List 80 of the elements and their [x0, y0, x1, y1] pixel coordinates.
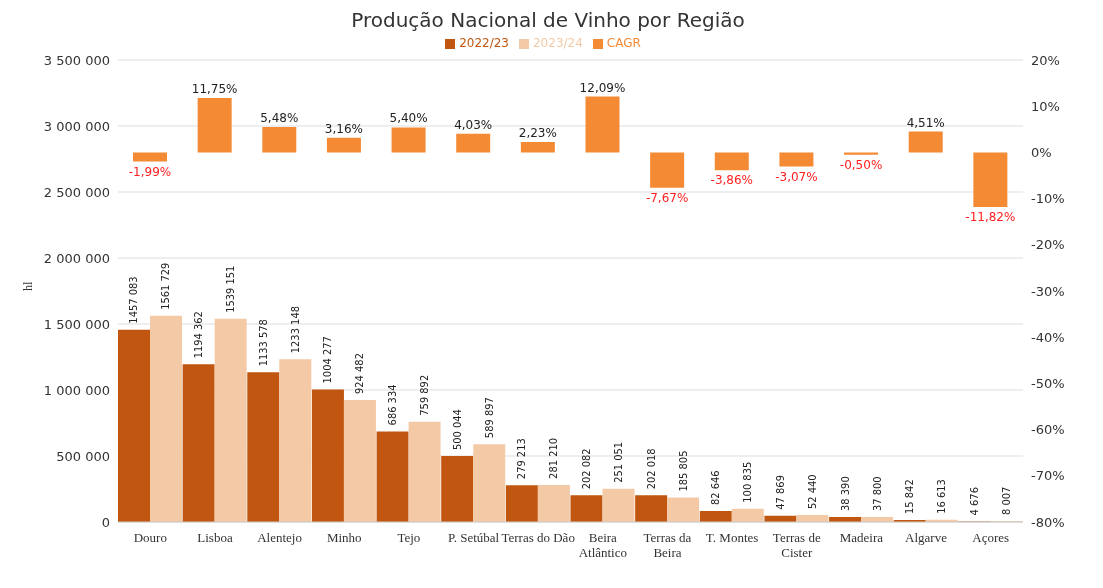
- data-label: 924 482: [353, 353, 367, 394]
- y2-tick-label: 0%: [1031, 145, 1052, 161]
- data-label: 281 210: [547, 437, 561, 479]
- data-label: 38 390: [838, 476, 852, 511]
- data-label: 686 334: [386, 384, 400, 426]
- data-label: 1539 151: [224, 265, 238, 313]
- data-label: 16 613: [935, 479, 949, 514]
- data-label: 589 897: [482, 397, 496, 439]
- data-label: 11,75%: [191, 82, 238, 97]
- legend-label: 2022/23: [459, 36, 509, 50]
- data-label: 100 835: [741, 461, 755, 503]
- x-tick-label: Terras do Dão: [501, 530, 575, 545]
- x-tick-label: Açores: [972, 530, 1010, 545]
- data-label: -7,67%: [645, 190, 689, 205]
- y-tick-label: 0: [101, 514, 110, 530]
- data-label: -0,50%: [839, 157, 883, 172]
- data-label: -3,07%: [775, 169, 818, 184]
- data-label: 47 869: [773, 475, 787, 510]
- x-tick-label: Alentejo: [257, 530, 302, 545]
- x-tick-label: Terras da Beira: [643, 530, 692, 560]
- chart-title: Produção Nacional de Vinho por Região: [350, 8, 746, 34]
- x-tick-label: Algarve: [905, 530, 948, 545]
- data-label: 3,16%: [324, 121, 363, 136]
- data-label: 4,51%: [906, 115, 945, 130]
- data-label: 1133 578: [256, 319, 270, 367]
- data-label: 1561 729: [159, 262, 173, 310]
- data-label: 185 805: [676, 450, 690, 492]
- x-tick-label: T. Montes: [705, 530, 759, 545]
- legend-label: CAGR: [606, 36, 641, 50]
- x-tick-label: Douro: [133, 530, 167, 545]
- data-label: 4,03%: [454, 117, 493, 132]
- data-label: -1,99%: [128, 164, 172, 179]
- y2-tick-label: -10%: [1031, 191, 1065, 207]
- data-label: 1233 148: [288, 306, 302, 354]
- data-label: 202 082: [580, 448, 593, 490]
- data-label: 12,09%: [579, 80, 626, 95]
- y-axis-title: hl: [21, 281, 36, 291]
- y2-tick-label: -60%: [1031, 422, 1065, 438]
- y-tick-label: 2 500 000: [43, 184, 110, 200]
- data-label: 5,48%: [260, 111, 299, 126]
- y2-tick-label: -20%: [1031, 237, 1065, 253]
- data-label: -11,82%: [965, 210, 1016, 225]
- data-label: 251 051: [612, 441, 625, 483]
- y2-tick-label: -40%: [1031, 329, 1065, 345]
- data-label: 500 044: [450, 409, 464, 450]
- data-label: 8 007: [999, 486, 1013, 515]
- y-tick-label: 1 000 000: [43, 382, 110, 398]
- x-tick-label: Terras de Cister: [772, 530, 821, 560]
- data-label: 52 440: [805, 474, 819, 510]
- y-tick-label: 1 500 000: [43, 316, 110, 332]
- x-tick-label: Madeira: [839, 530, 884, 545]
- data-label: 5,40%: [389, 111, 428, 126]
- data-label: 1004 277: [321, 336, 335, 384]
- x-tick-label: P. Setúbal: [447, 530, 500, 545]
- data-label: -3,86%: [710, 173, 754, 188]
- y2-tick-label: 10%: [1031, 98, 1060, 114]
- y2-tick-label: 20%: [1031, 52, 1060, 68]
- y-tick-label: 2 000 000: [43, 250, 110, 266]
- data-label: 82 646: [709, 470, 723, 506]
- data-label: 1457 083: [127, 276, 141, 324]
- data-label: 15 842: [903, 479, 917, 514]
- data-label: 1194 362: [192, 311, 206, 359]
- y-tick-label: 3 500 000: [43, 52, 110, 68]
- y2-tick-label: -70%: [1031, 468, 1065, 484]
- data-label: 2,23%: [518, 126, 557, 141]
- x-tick-label: Minho: [326, 530, 362, 545]
- y2-tick-label: -50%: [1031, 376, 1065, 392]
- x-tick-label: Beira Atlântico: [578, 530, 628, 560]
- data-label: 202 018: [644, 448, 658, 490]
- y-tick-label: 500 000: [56, 448, 110, 464]
- data-label: 37 800: [870, 476, 884, 512]
- y2-tick-label: -30%: [1031, 283, 1065, 299]
- data-label: 279 213: [515, 438, 529, 480]
- x-tick-label: Tejo: [397, 530, 421, 545]
- y-tick-label: 3 000 000: [43, 118, 110, 134]
- data-label: 759 892: [418, 374, 432, 416]
- x-tick-label: Lisboa: [197, 530, 233, 545]
- legend-label: 2023/24: [532, 36, 583, 50]
- data-label: 4 676: [967, 487, 981, 516]
- y2-tick-label: -80%: [1031, 514, 1065, 530]
